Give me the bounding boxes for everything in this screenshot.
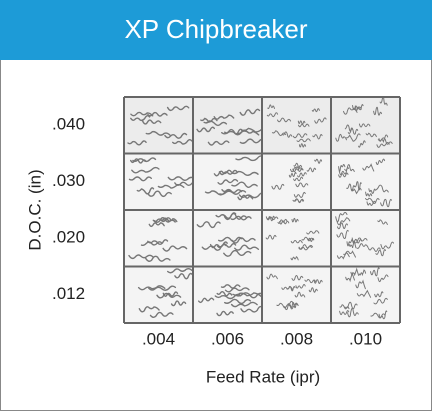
column-label: .010 bbox=[349, 329, 382, 348]
column-label: .008 bbox=[280, 329, 313, 348]
row-label: .012 bbox=[52, 284, 85, 303]
chip-photo bbox=[262, 154, 331, 211]
chipbreaker-card: XP Chipbreaker D.O.C. (in) Feed Rate (ip… bbox=[0, 0, 432, 411]
column-label: .004 bbox=[142, 329, 175, 348]
chip-photo bbox=[193, 97, 262, 154]
row-label: .020 bbox=[52, 228, 85, 247]
chip-grid bbox=[124, 97, 400, 323]
row-label: .030 bbox=[52, 171, 85, 190]
chip-photo bbox=[331, 97, 400, 154]
chip-photo bbox=[124, 97, 193, 154]
row-label: .040 bbox=[52, 115, 85, 134]
header-title: XP Chipbreaker bbox=[124, 14, 307, 44]
page: XP Chipbreaker D.O.C. (in) Feed Rate (ip… bbox=[0, 0, 432, 411]
column-label: .006 bbox=[211, 329, 244, 348]
chip-photo bbox=[262, 97, 331, 154]
y-axis-label: D.O.C. (in) bbox=[25, 169, 44, 250]
x-axis-label: Feed Rate (ipr) bbox=[206, 367, 320, 386]
